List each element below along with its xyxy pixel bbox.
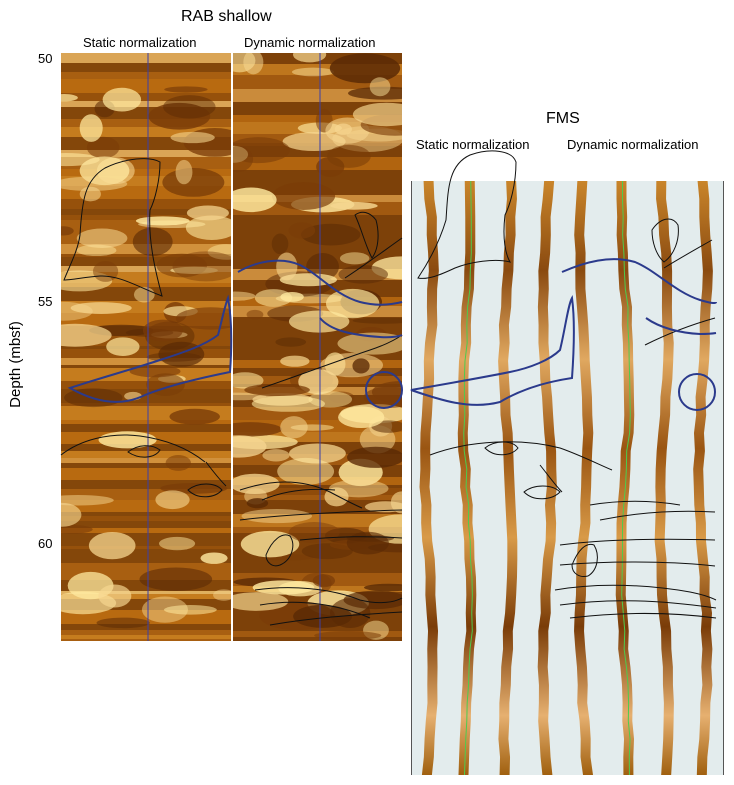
rab-static-label: Static normalization xyxy=(83,35,197,50)
fms-pad-strip xyxy=(574,181,594,775)
rab-dynamic-image-svg xyxy=(233,53,402,641)
rab-dynamic-image xyxy=(233,53,402,641)
fms-image xyxy=(411,181,724,775)
fms-pad-strip xyxy=(457,181,477,775)
rab-static-image xyxy=(61,53,231,641)
depth-tick-60: 60 xyxy=(38,536,53,551)
fms-pad-strip xyxy=(693,181,713,775)
fms-pad-strip xyxy=(654,181,674,775)
depth-tick-55: 55 xyxy=(38,294,53,309)
rab-title: RAB shallow xyxy=(181,8,272,25)
fms-image-svg xyxy=(411,181,724,775)
depth-axis-label: Depth (mbsf) xyxy=(6,321,24,408)
rab-static-image-svg xyxy=(61,53,231,641)
depth-tick-50: 50 xyxy=(38,51,53,66)
fms-green-trace xyxy=(463,181,473,775)
fms-pad-strip xyxy=(498,181,518,775)
fms-title: FMS xyxy=(546,110,580,127)
fms-pad-strip xyxy=(537,181,557,775)
fms-dynamic-label: Dynamic normalization xyxy=(567,137,699,152)
fms-pad-strip xyxy=(419,181,439,775)
fms-pad-strip xyxy=(615,181,635,775)
fms-static-label: Static normalization xyxy=(416,137,530,152)
rab-dynamic-label: Dynamic normalization xyxy=(244,35,376,50)
